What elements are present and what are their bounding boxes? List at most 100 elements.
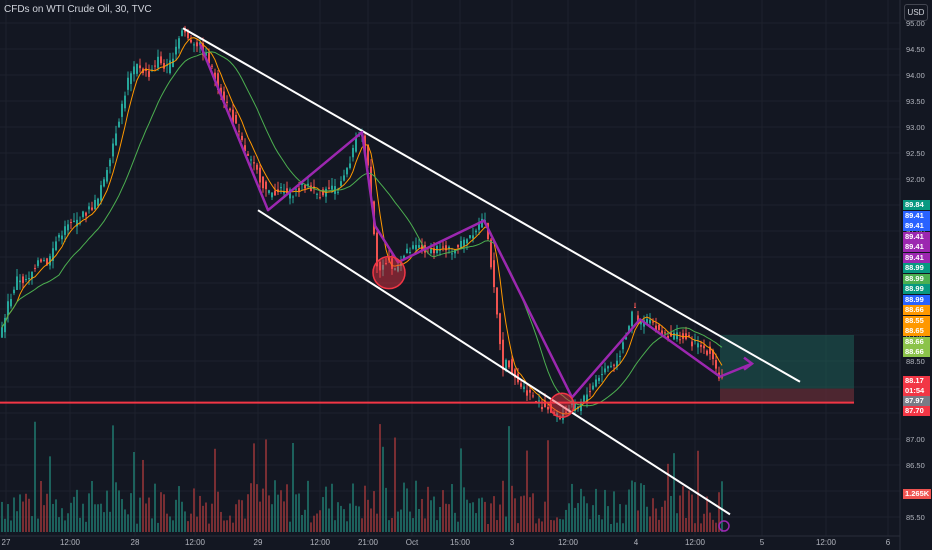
- zigzag-pattern: [198, 43, 753, 399]
- volume-bar: [697, 450, 699, 532]
- volume-bar: [184, 511, 186, 532]
- candle-body: [367, 144, 369, 166]
- volume-bar: [712, 519, 714, 532]
- volume-bar: [475, 513, 477, 532]
- volume-bar: [661, 506, 663, 532]
- y-tick-label: 92.00: [906, 175, 925, 184]
- candle-body: [124, 95, 126, 109]
- volume-bar: [448, 504, 450, 532]
- candle-body: [457, 244, 459, 248]
- ma-fast-line: [1, 37, 723, 415]
- volume-bar: [331, 483, 333, 532]
- volume-bar: [643, 484, 645, 532]
- volume-bar: [337, 502, 339, 532]
- volume-bar: [517, 523, 519, 532]
- volume-bar: [535, 523, 537, 532]
- candle-body: [331, 185, 333, 190]
- candle-body: [46, 258, 48, 265]
- candle-body: [259, 167, 261, 183]
- candle-body: [466, 239, 468, 244]
- volume-bar: [172, 520, 174, 532]
- candle-body: [355, 136, 357, 152]
- volume-bar: [295, 494, 297, 532]
- volume-bar: [586, 503, 588, 532]
- volume-bar: [499, 504, 501, 532]
- volume-bar: [676, 513, 678, 532]
- volume-bar: [34, 421, 36, 532]
- volume-bar: [679, 495, 681, 532]
- candle-body: [490, 239, 492, 268]
- volume-bar: [334, 520, 336, 532]
- x-tick-label: 27: [2, 538, 11, 547]
- volume-bar: [94, 504, 96, 532]
- candle-body: [13, 289, 15, 294]
- volume-bar: [301, 514, 303, 532]
- volume-bar: [70, 502, 72, 532]
- volume-bar: [79, 517, 81, 532]
- event-lightning-icon: [718, 520, 730, 532]
- volume-bar: [400, 509, 402, 532]
- volume-bar: [667, 463, 669, 532]
- price-label-tag: 89.41: [903, 231, 930, 242]
- volume-bar: [130, 493, 132, 532]
- candle-body: [76, 219, 78, 227]
- candle-body: [541, 406, 543, 410]
- volume-bar: [616, 522, 618, 532]
- candle-body: [442, 246, 444, 248]
- ma-slow-line: [1, 51, 723, 407]
- candle-body: [157, 56, 159, 68]
- candle-body: [571, 403, 573, 405]
- candle-body: [301, 183, 303, 185]
- candle-body: [196, 42, 198, 47]
- volume-bar: [352, 483, 354, 532]
- candle-body: [16, 276, 18, 290]
- volume-bar: [553, 520, 555, 532]
- candle-body: [322, 189, 324, 196]
- volume-bar: [415, 480, 417, 532]
- volume-bar: [520, 496, 522, 532]
- candle-body: [514, 369, 516, 378]
- candle-body: [64, 226, 66, 235]
- volume-bar: [565, 509, 567, 532]
- volume-bar: [388, 520, 390, 532]
- candle-body: [403, 255, 405, 260]
- volume-bar: [244, 518, 246, 532]
- volume-bar: [700, 523, 702, 532]
- volume-bar: [163, 494, 165, 532]
- volume-bar: [259, 501, 261, 532]
- price-label-tag: 87.97: [903, 396, 930, 406]
- candle-body: [595, 379, 597, 387]
- currency-button[interactable]: USD: [904, 4, 928, 21]
- volume-bar: [721, 481, 723, 532]
- candle-body: [268, 190, 270, 193]
- volume-bar: [598, 514, 600, 532]
- volume-bar: [109, 511, 111, 532]
- candle-body: [49, 256, 51, 266]
- candle-body: [109, 159, 111, 167]
- volume-bar: [568, 503, 570, 532]
- candle-body: [73, 220, 75, 223]
- candle-body: [250, 159, 252, 161]
- y-tick-label: 95.00: [906, 19, 925, 28]
- candle-body: [304, 185, 306, 189]
- candle-body: [7, 301, 9, 316]
- candle-body: [178, 38, 180, 49]
- volume-bar: [133, 451, 135, 532]
- candle-body: [298, 188, 300, 192]
- volume-bar: [430, 500, 432, 532]
- volume-bar: [121, 499, 123, 532]
- volume-bar: [664, 500, 666, 532]
- volume-bar: [481, 497, 483, 532]
- candle-body: [241, 135, 243, 140]
- price-label-tag: 01:54: [903, 386, 930, 396]
- price-label-tag: 88.55: [903, 315, 930, 326]
- volume-bar: [613, 491, 615, 532]
- candle-body: [67, 224, 69, 231]
- candle-body: [592, 385, 594, 390]
- candle-body: [43, 260, 45, 262]
- volume-bar: [304, 509, 306, 532]
- volume-bar: [202, 505, 204, 532]
- price-label-tag: 88.99: [903, 263, 930, 273]
